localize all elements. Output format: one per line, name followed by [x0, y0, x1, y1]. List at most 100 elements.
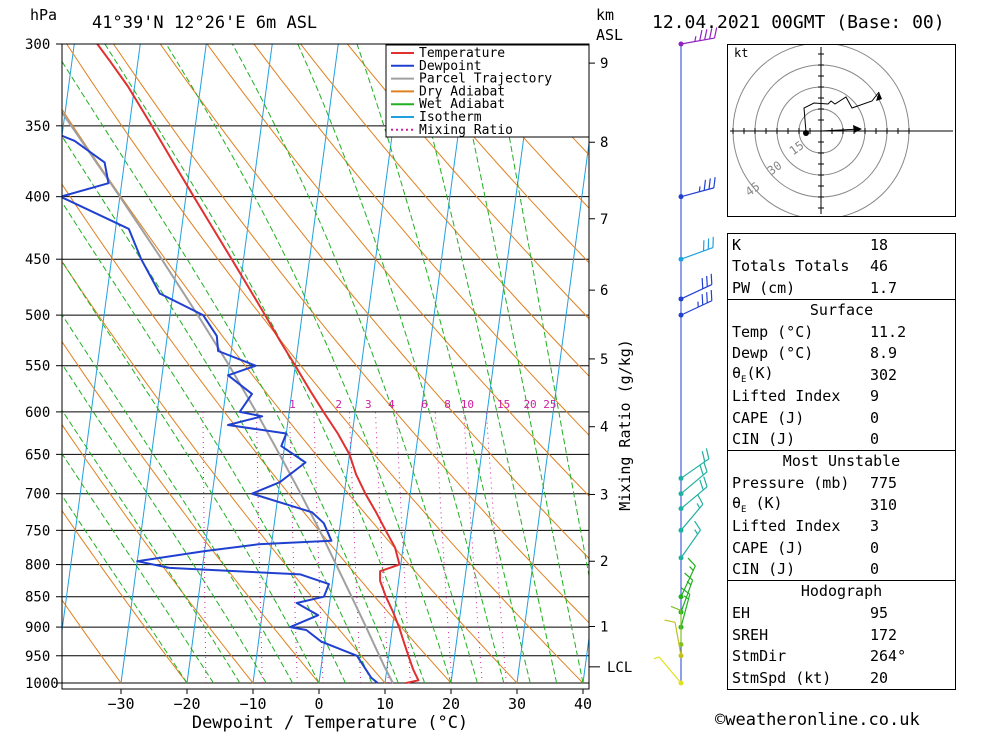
- mixing-ratio-line: [348, 411, 362, 684]
- wet-adiabat-line: [297, 44, 505, 684]
- pressure-tick-label: 650: [25, 447, 50, 463]
- datetime-title: 12.04.2021 00GMT (Base: 00): [652, 12, 945, 33]
- dry-adiabat-line: [62, 599, 122, 684]
- index-label: SREH: [732, 625, 769, 644]
- hodograph-ring-label-15: 15: [787, 138, 807, 158]
- legend-label: Dry Adiabat: [419, 84, 505, 99]
- wind-barb-staff: [680, 579, 694, 613]
- wind-barb-half-feather: [696, 503, 701, 509]
- dry-adiabat-line: [300, 44, 589, 377]
- mu-row-cin: CIN (J) 0: [728, 559, 955, 581]
- plot-frame: [61, 43, 590, 690]
- pressure-tick-label: 400: [25, 190, 50, 206]
- pressure-tick-label: 700: [25, 487, 50, 503]
- wind-barb-feather: [699, 479, 704, 491]
- wind-barb-feather: [664, 619, 676, 623]
- temperature-tick-label: 10: [376, 695, 394, 713]
- isotherm-line: [318, 44, 405, 684]
- dry-adiabat-line: [62, 260, 386, 684]
- mixing-ratio-label: 6: [421, 398, 428, 411]
- wind-barb-feather: [708, 178, 711, 190]
- wet-adiabat-line: [62, 363, 267, 684]
- dry-adiabat-line: [62, 340, 320, 684]
- dewpoint-line: [62, 134, 379, 684]
- index-row-totals-totals: Totals Totals 46: [728, 256, 955, 278]
- surface-row-lifted-index: Lifted Index 9: [728, 386, 955, 408]
- pressure-tick-label: 750: [25, 523, 50, 539]
- wind-barb-staff: [680, 565, 696, 597]
- wind-barb-feather: [703, 461, 708, 473]
- wet-adiabat-line: [492, 44, 589, 579]
- dry-adiabat-line: [253, 44, 589, 436]
- mixing-ratio-label: 1: [289, 398, 296, 411]
- mixing-ratio-label: 2: [335, 398, 342, 411]
- mixing-ratio-label: 10: [461, 398, 474, 411]
- wet-adiabat-line: [104, 44, 426, 684]
- surface-row-temp: Temp (°C) 11.2: [728, 321, 955, 343]
- most-unstable-section-title: Most Unstable: [728, 450, 955, 473]
- index-value: 8.9: [870, 344, 898, 363]
- hpa-label: hPa: [30, 6, 57, 24]
- storm-motion-vector: [820, 128, 861, 132]
- surface-row-cin: CIN (J) 0: [728, 429, 955, 451]
- wind-barb-feather: [697, 494, 704, 505]
- legend-label: Wet Adiabat: [419, 97, 505, 112]
- wet-adiabat-line: [231, 44, 478, 684]
- index-value: 0: [870, 560, 880, 579]
- mixing-ratio-label: 15: [497, 398, 510, 411]
- mixing-ratio-line: [202, 411, 207, 684]
- wet-adiabat-line: [62, 60, 399, 684]
- wind-barb-staff: [674, 622, 682, 656]
- index-value: 46: [870, 257, 889, 276]
- temperature-tick-label: 40: [574, 695, 592, 713]
- pressure-tick-label: 500: [25, 308, 50, 324]
- wind-barb-half-feather: [694, 529, 699, 535]
- index-label: EH: [732, 604, 751, 623]
- storm-motion-arrow: [853, 125, 862, 133]
- wind-barb-feather: [701, 451, 706, 462]
- wind-barb-half-feather: [653, 656, 660, 660]
- mu-row-lifted-index: Lifted Index 3: [728, 516, 955, 538]
- credit-link[interactable]: ©weatheronline.co.uk: [715, 710, 920, 730]
- mixing-ratio-line: [256, 411, 263, 684]
- dry-adiabat-line: [66, 44, 584, 684]
- hodo-row-stmdir: StmDir 264°: [728, 646, 955, 668]
- surface-row-cape: CAPE (J) 0: [728, 407, 955, 429]
- surface-row-theta-e: θE(K) 302: [728, 364, 955, 386]
- wind-barb-feather: [699, 464, 704, 476]
- index-value: 0: [870, 430, 880, 449]
- wind-barb-feather: [708, 28, 713, 40]
- temperature-tick-label: −10: [239, 695, 266, 713]
- index-value: 18: [870, 235, 889, 254]
- temperature-tick-label: 20: [442, 695, 460, 713]
- wet-adiabat-line: [407, 44, 558, 684]
- dry-adiabat-line: [113, 44, 589, 624]
- hodo-row-stmspd: StmSpd (kt) 20: [728, 667, 955, 689]
- wind-barb-staff: [680, 187, 714, 198]
- dry-adiabat-line: [62, 183, 452, 684]
- km-tick-label: 8: [600, 135, 608, 151]
- wind-barb-staff: [680, 486, 708, 510]
- wind-barb-feather: [701, 278, 704, 289]
- pressure-tick-label: 850: [25, 590, 50, 606]
- km-tick-label: 1: [600, 619, 608, 635]
- dry-adiabat-line: [62, 509, 188, 684]
- pressure-tick-label: 550: [25, 359, 50, 375]
- wind-barb-feather: [703, 179, 707, 191]
- wind-barb-staff: [680, 247, 714, 260]
- km-label: km: [596, 6, 614, 24]
- hodograph-section-title: Hodograph: [728, 580, 955, 603]
- hodograph-trace: [803, 91, 880, 133]
- dry-adiabat-line: [206, 44, 589, 497]
- index-value: 310: [870, 495, 898, 514]
- index-value: 775: [870, 474, 898, 493]
- pressure-tick-label: 450: [25, 252, 50, 268]
- index-label: θE (K): [732, 494, 783, 516]
- km-tick-label: 5: [600, 352, 608, 368]
- km-tick-label: 3: [600, 487, 608, 503]
- wet-adiabat-line: [62, 409, 241, 684]
- wind-barb-feather: [705, 448, 710, 459]
- wind-barb-half-feather: [689, 566, 694, 571]
- wind-barb-half-feather: [686, 580, 692, 586]
- mixing-ratio-line: [395, 411, 411, 684]
